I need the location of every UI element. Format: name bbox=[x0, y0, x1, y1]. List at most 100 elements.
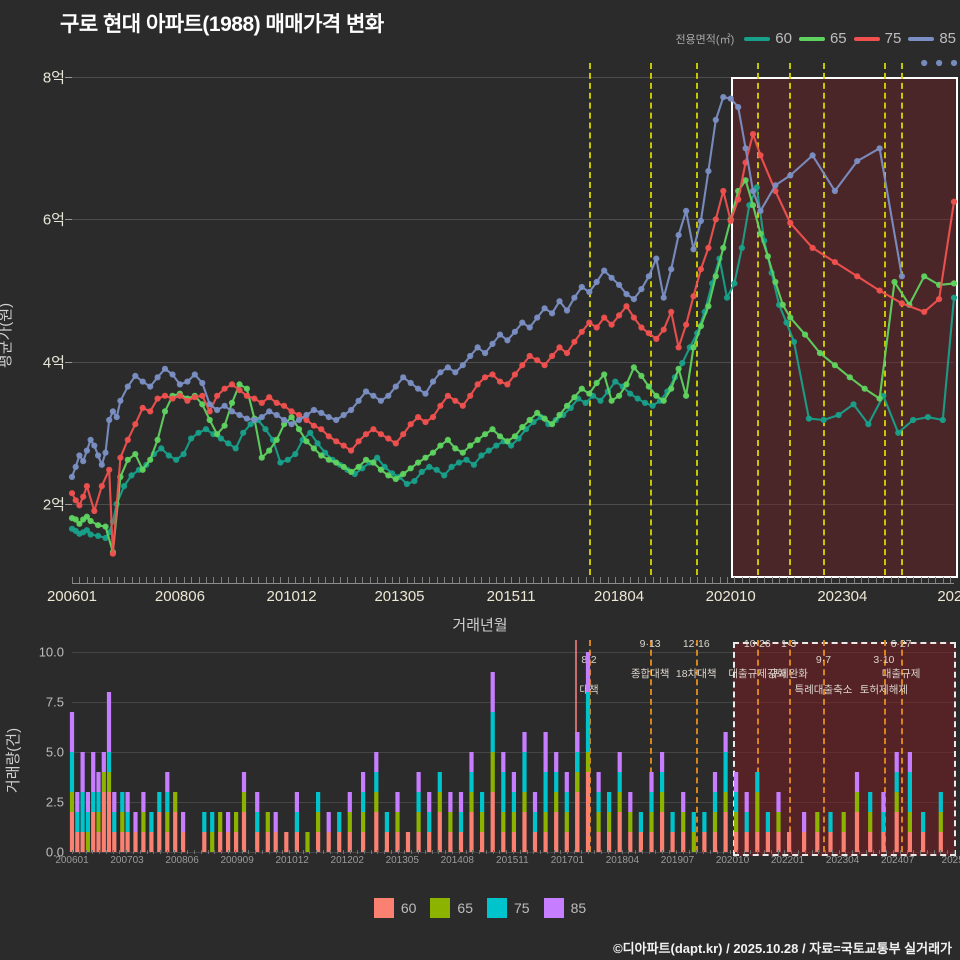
vol-legend-label-75: 75 bbox=[514, 900, 530, 916]
volume-policy-line bbox=[757, 640, 760, 852]
volume-bar-segment-85 bbox=[294, 792, 299, 812]
price-point-75 bbox=[638, 324, 645, 331]
volume-bar-segment-60 bbox=[241, 812, 247, 852]
volume-bar-segment-75 bbox=[125, 812, 130, 832]
volume-xtick-label: 201012 bbox=[275, 855, 309, 866]
price-point-65 bbox=[541, 415, 548, 422]
price-point-65 bbox=[705, 303, 712, 310]
vol-legend-swatch-85 bbox=[543, 898, 564, 918]
legend-item-85[interactable]: 85 bbox=[908, 30, 956, 47]
price-point-75 bbox=[295, 411, 303, 419]
price-point-75 bbox=[281, 402, 288, 409]
legend-item-75[interactable]: 75 bbox=[853, 30, 901, 47]
price-point-85 bbox=[437, 369, 444, 376]
price-point-65 bbox=[139, 466, 146, 473]
price-point-65 bbox=[645, 383, 652, 390]
price-point-85 bbox=[683, 207, 690, 214]
volume-bar-segment-85 bbox=[226, 812, 231, 832]
volume-policy-line bbox=[823, 640, 826, 852]
volume-bar-segment-60 bbox=[265, 832, 270, 852]
volume-bar-segment-75 bbox=[691, 812, 696, 832]
price-point-85 bbox=[578, 283, 585, 291]
volume-bar-segment-75 bbox=[702, 812, 707, 832]
volume-bar-segment-75 bbox=[744, 812, 749, 832]
vol-legend-label-60: 60 bbox=[400, 900, 417, 916]
page-title: 구로 현대 아파트(1988) 매매가격 변화 bbox=[60, 13, 384, 36]
price-point-85 bbox=[482, 350, 489, 357]
price-point-65 bbox=[616, 392, 623, 399]
volume-bar-segment-60 bbox=[347, 832, 352, 852]
price-point-85 bbox=[504, 337, 511, 344]
price-point-65 bbox=[578, 385, 585, 392]
price-point-75 bbox=[601, 314, 608, 321]
volume-bar-segment-75 bbox=[894, 772, 899, 792]
price-point-75 bbox=[712, 216, 719, 223]
vol-legend-item-65[interactable]: 65 bbox=[430, 898, 473, 918]
price-point-85 bbox=[310, 406, 317, 414]
volume-xtick-label: 200601 bbox=[55, 855, 89, 866]
policy-date-label: 6·27 bbox=[890, 638, 912, 650]
price-point-75 bbox=[898, 300, 906, 307]
price-point-75 bbox=[184, 397, 191, 404]
price-point-65 bbox=[668, 385, 675, 392]
vol-legend-item-60[interactable]: 60 bbox=[373, 898, 417, 918]
price-point-60 bbox=[455, 459, 463, 466]
price-plot-area: 2억 4억 6억 8억 bbox=[43, 59, 958, 578]
vol-legend-item-75[interactable]: 75 bbox=[487, 898, 530, 918]
volume-bar-segment-60 bbox=[218, 832, 223, 852]
volume-bar-segment-65 bbox=[815, 812, 820, 832]
price-chart: 평균가(원) 2억 4억 6억 8억 200601 200806 201012 201305… bbox=[0, 55, 960, 634]
volume-bar-segment-60 bbox=[125, 832, 130, 852]
price-point-85 bbox=[489, 340, 496, 347]
price-point-65 bbox=[563, 402, 571, 409]
price-point-75 bbox=[362, 431, 370, 438]
volume-bar-segment-60 bbox=[854, 812, 860, 852]
price-point-65 bbox=[422, 454, 429, 461]
volume-ytick-label: 7.5 bbox=[45, 694, 64, 710]
price-point-75 bbox=[467, 392, 474, 399]
price-point-65 bbox=[623, 381, 630, 388]
price-point-85 bbox=[705, 168, 712, 175]
volume-bar-segment-60 bbox=[607, 832, 612, 852]
legend-item-65[interactable]: 65 bbox=[798, 30, 847, 47]
price-policy-line bbox=[650, 63, 653, 575]
volume-chart: 거래량(건) 0.02.55.07.510.08·2대책9·13종합대책12·1… bbox=[0, 638, 960, 885]
volume-bar-segment-85 bbox=[361, 772, 366, 792]
volume-bar-segment-60 bbox=[802, 832, 807, 852]
price-point-60 bbox=[284, 456, 291, 463]
price-point-60 bbox=[731, 280, 738, 287]
vol-legend-label-85: 85 bbox=[570, 900, 587, 916]
price-point-85 bbox=[936, 59, 943, 67]
legend-item-60[interactable]: 60 bbox=[744, 30, 792, 47]
volume-policy-line bbox=[883, 640, 886, 852]
vol-legend-item-85[interactable]: 85 bbox=[543, 898, 587, 918]
volume-bar-segment-60 bbox=[101, 792, 106, 852]
price-point-65 bbox=[876, 395, 883, 402]
volume-xtick-label: 201701 bbox=[550, 855, 585, 866]
price-point-65 bbox=[474, 436, 481, 443]
volume-bar-segment-75 bbox=[723, 752, 728, 792]
volume-bar-segment-85 bbox=[469, 752, 474, 772]
price-point-65 bbox=[608, 397, 615, 404]
price-point-85 bbox=[727, 95, 734, 102]
policy-date-label: 12·16 bbox=[682, 638, 710, 650]
price-point-75 bbox=[318, 426, 325, 433]
price-point-85 bbox=[83, 447, 90, 454]
price-gridline bbox=[72, 361, 954, 363]
volume-bar-segment-85 bbox=[490, 672, 495, 712]
volume-bar-segment-60 bbox=[405, 832, 411, 852]
price-point-85 bbox=[593, 278, 600, 286]
price-xtick-label: 201804 bbox=[594, 588, 645, 605]
volume-bar-segment-65 bbox=[691, 832, 696, 852]
price-point-65 bbox=[511, 433, 518, 440]
price-point-65 bbox=[787, 314, 794, 321]
price-point-65 bbox=[764, 253, 772, 260]
price-point-60 bbox=[102, 534, 109, 542]
volume-bar-segment-85 bbox=[543, 732, 548, 772]
volume-ytick-label: 2.5 bbox=[45, 794, 64, 810]
price-point-60 bbox=[180, 451, 187, 458]
volume-bar-segment-65 bbox=[85, 832, 90, 852]
volume-bar-segment-85 bbox=[416, 772, 421, 792]
price-point-60 bbox=[642, 399, 649, 406]
